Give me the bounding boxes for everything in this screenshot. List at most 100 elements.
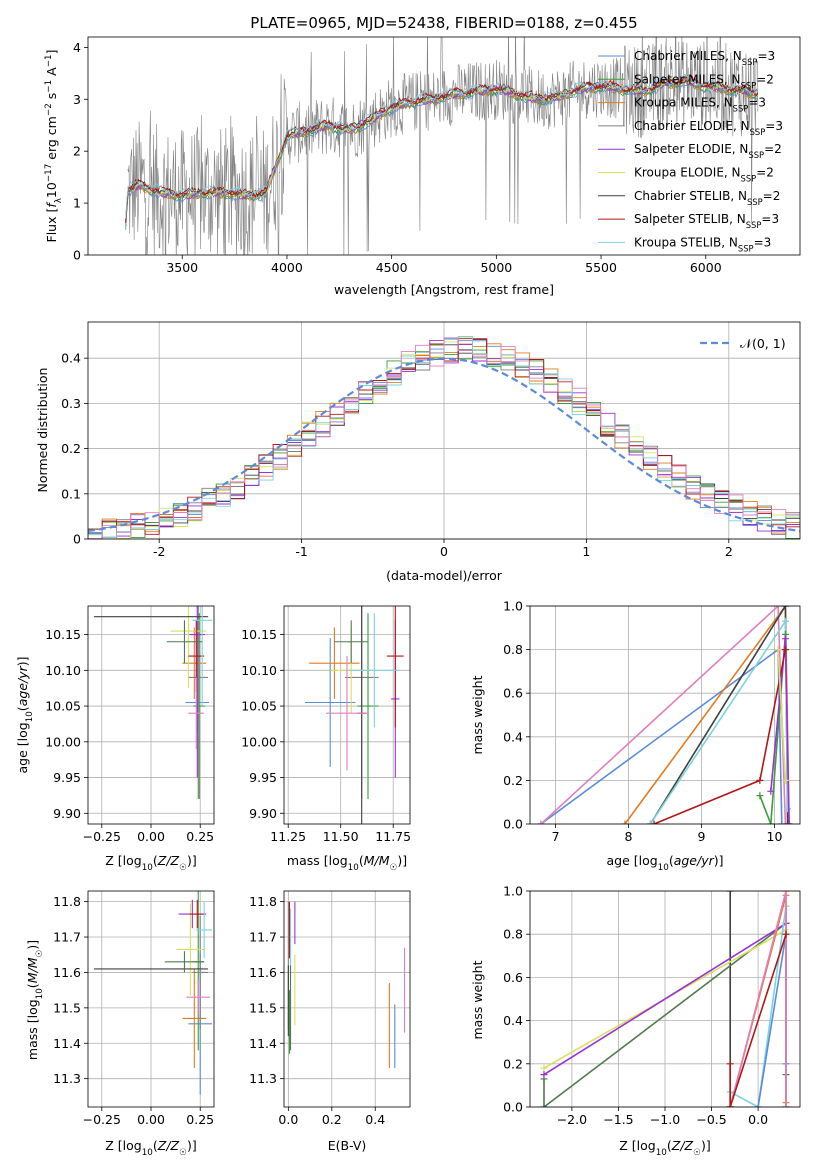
weight-marker (781, 617, 789, 625)
weight-marker (785, 820, 793, 824)
label-part: age [ (15, 741, 30, 773)
axes-frame (87, 321, 801, 540)
label-part: log (637, 1138, 656, 1153)
y-tick-label: 0.6 (503, 970, 523, 985)
axes-frame (87, 890, 215, 1108)
y-tick-label: 11.4 (249, 1036, 277, 1051)
x-tick-label: 2 (725, 544, 733, 559)
label-part: )] (714, 853, 724, 868)
errorbar-point (193, 613, 206, 799)
axes-age-vs-mass: 11.25 11.50 11.75 9.90 9.95 10.00 10.05 10.10 10… (241, 605, 411, 873)
axes-spectrum: 3500 4000 4500 5000 5500 6000 0 1 2 3 4 wavelength … (44, 36, 801, 297)
errorbar-point (326, 656, 368, 771)
label-part: 10 (656, 1148, 667, 1158)
y-tick-label: 0 (73, 248, 81, 263)
weight-marker (781, 646, 789, 654)
x-tick-label: 5000 (480, 260, 512, 275)
model-spectrum-line (125, 80, 758, 227)
weight-marker (778, 820, 786, 824)
weight-marker (781, 606, 789, 610)
label-part: erg cm (44, 116, 59, 164)
weight-series (774, 646, 789, 784)
label-part: ( (15, 706, 30, 711)
label-part: ] (44, 50, 59, 55)
y-tick-label: 0.4 (503, 729, 523, 744)
gridlines (284, 891, 410, 1107)
weight-series (650, 646, 789, 824)
x-tick-label: 8 (625, 829, 633, 844)
x-tick-label: −0.25 (83, 829, 121, 844)
label-part: log (639, 853, 658, 868)
y-tick-label: 1.0 (503, 599, 523, 614)
y-tick-label: 0.4 (503, 1013, 523, 1028)
label-part: log (15, 722, 30, 741)
label-part: SSP (747, 197, 763, 207)
weight-marker (621, 820, 629, 824)
weight-series (726, 930, 790, 1107)
x-tick-label: 0.00 (137, 1112, 165, 1127)
x-tick-label: 11.25 (270, 829, 306, 844)
x-tick-label: -2 (153, 544, 165, 559)
y-tick-label: 11.7 (53, 930, 81, 945)
label-part: ( (667, 1138, 672, 1153)
weight-marker (767, 820, 775, 824)
gridlines (88, 606, 214, 824)
plot-area-age-vs-mass (305, 606, 404, 824)
axes-residual-histogram: -2 -1 0 1 2 0 0.1 0.2 0.3 0.4 (data-model)/error No… (35, 321, 801, 583)
weight-series-line (540, 606, 787, 824)
y-tick-label: 0 (73, 532, 81, 547)
label-part: Salpeter STELIB, N (634, 212, 746, 226)
weight-marker (726, 891, 734, 895)
label-part: )] (15, 656, 30, 666)
weight-marker (774, 606, 782, 610)
label-part: log (329, 853, 348, 868)
axes-frame (529, 605, 801, 825)
y-tick-label: 9.90 (249, 806, 277, 821)
y-tick-label: 10.10 (45, 663, 81, 678)
x-tick-label: 9 (698, 829, 706, 844)
weight-marker (784, 805, 792, 813)
label-part: =3 (765, 119, 783, 133)
legend-entry: Salpeter ELODIE, NSSP=2 (634, 142, 782, 160)
errorbar-point (357, 613, 379, 799)
weight-marker (782, 891, 790, 895)
weight-marker (781, 635, 789, 643)
legend-entry: Kroupa STELIB, NSSP=3 (634, 235, 771, 253)
y-tick-label: 10.00 (45, 734, 81, 749)
x-axis-label: E(B-V) (328, 1138, 367, 1153)
errorbar-point (196, 901, 213, 959)
weight-series-line (729, 891, 787, 1107)
label-part: −1 (44, 80, 54, 93)
x-tick-label: 4500 (376, 260, 408, 275)
x-tick-label: 11.50 (323, 829, 359, 844)
plot-area-residual-histogram (88, 336, 800, 539)
label-part: age/yr (15, 665, 30, 706)
y-tick-label: 10.05 (45, 699, 81, 714)
weight-marker (781, 820, 789, 824)
errorbar-point (176, 903, 205, 996)
errorbar-point (166, 620, 203, 664)
y-tick-label: 10.05 (241, 699, 277, 714)
x-axis-label: Z [log10(Z/Z☉)] (105, 853, 196, 873)
label-part: Z/Z (157, 1138, 180, 1153)
y-tick-label: 10.00 (241, 734, 277, 749)
plot-area-mass-weight-vs-Z (540, 891, 790, 1107)
label-part: 10 (658, 863, 669, 873)
axes-frame (529, 890, 801, 1108)
x-tick-label: 0.4 (365, 1112, 385, 1127)
y-tick-label: 11.5 (249, 1000, 277, 1015)
weight-series (767, 635, 793, 824)
errorbar-point (192, 606, 213, 707)
x-tick-label: 1 (582, 544, 590, 559)
label-part: M/M (25, 957, 40, 983)
label-part: ☉ (693, 1148, 701, 1158)
weight-marker (540, 1103, 548, 1107)
y-tick-label: 2 (73, 144, 81, 159)
label-part: =3 (748, 96, 766, 110)
y-tick-label: 0.8 (503, 927, 523, 942)
observed-spectrum-line (127, 37, 759, 255)
errorbar-point (164, 951, 205, 973)
y-tick-label: 11.8 (249, 894, 277, 909)
axes-frame (283, 890, 411, 1108)
